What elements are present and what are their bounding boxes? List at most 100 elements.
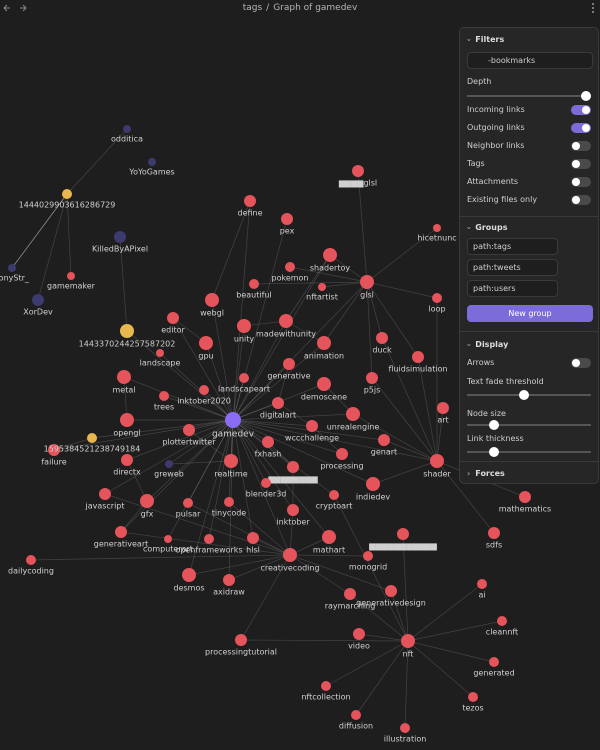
graph-node[interactable] xyxy=(488,527,500,539)
search-box[interactable]: -bookmarks xyxy=(467,52,593,69)
graph-node[interactable] xyxy=(287,504,299,516)
graph-node[interactable] xyxy=(32,294,44,306)
group-query[interactable]: path:users xyxy=(467,280,558,297)
graph-node[interactable] xyxy=(117,370,131,384)
graph-node[interactable] xyxy=(199,385,209,395)
graph-node[interactable] xyxy=(468,692,478,702)
graph-node[interactable] xyxy=(26,555,36,565)
graph-node[interactable] xyxy=(239,373,249,383)
graph-node[interactable] xyxy=(344,588,356,600)
group-query[interactable]: path:tweets xyxy=(467,259,558,276)
graph-node[interactable] xyxy=(366,477,380,491)
graph-node[interactable] xyxy=(148,158,156,166)
graph-node[interactable] xyxy=(223,574,235,586)
graph-node[interactable] xyxy=(401,634,415,648)
graph-node[interactable] xyxy=(182,568,196,582)
graph-node[interactable] xyxy=(437,402,449,414)
graph-node[interactable] xyxy=(205,293,219,307)
graph-node[interactable] xyxy=(183,424,195,436)
graph-node[interactable] xyxy=(183,498,193,508)
graph-node[interactable] xyxy=(120,413,134,427)
section-header[interactable]: Display xyxy=(467,339,591,351)
graph-node[interactable] xyxy=(48,444,60,456)
new-group-button[interactable]: New group xyxy=(467,305,593,322)
graph-node[interactable] xyxy=(204,534,214,544)
toggle[interactable] xyxy=(571,159,591,169)
toggle[interactable] xyxy=(571,141,591,151)
graph-node[interactable] xyxy=(477,579,487,589)
graph-node[interactable] xyxy=(329,490,339,500)
graph-node[interactable] xyxy=(321,681,331,691)
section-header[interactable]: Groups xyxy=(467,222,591,234)
focus-node[interactable] xyxy=(225,412,241,428)
toggle[interactable] xyxy=(571,105,591,115)
graph-node[interactable] xyxy=(121,454,133,466)
toggle[interactable] xyxy=(571,177,591,187)
more-menu[interactable] xyxy=(588,0,598,16)
graph-node[interactable] xyxy=(360,275,374,289)
graph-node[interactable] xyxy=(262,436,274,448)
graph-node[interactable] xyxy=(199,336,213,350)
slider[interactable] xyxy=(467,420,591,430)
graph-node[interactable] xyxy=(156,349,164,357)
toggle[interactable] xyxy=(571,123,591,133)
graph-node[interactable] xyxy=(346,407,360,421)
graph-node[interactable] xyxy=(412,351,424,363)
graph-node[interactable] xyxy=(114,231,126,243)
graph-node[interactable] xyxy=(378,434,390,446)
graph-node[interactable] xyxy=(123,125,131,133)
graph-node[interactable] xyxy=(67,272,75,280)
graph-node[interactable] xyxy=(247,532,259,544)
graph-node[interactable] xyxy=(167,312,179,324)
graph-node[interactable] xyxy=(352,165,364,177)
graph-node[interactable] xyxy=(272,397,284,409)
graph-node[interactable] xyxy=(317,336,331,350)
graph-node[interactable] xyxy=(322,530,336,544)
graph-node[interactable] xyxy=(385,585,397,597)
graph-node[interactable] xyxy=(323,248,337,262)
graph-node[interactable] xyxy=(224,497,234,507)
graph-node[interactable] xyxy=(164,535,172,543)
graph-node[interactable] xyxy=(99,488,111,500)
graph-node[interactable] xyxy=(285,262,295,272)
section-header[interactable]: Filters xyxy=(467,34,591,46)
graph-node[interactable] xyxy=(281,213,293,225)
graph-node[interactable] xyxy=(432,293,442,303)
graph-node[interactable] xyxy=(279,314,293,328)
graph-node[interactable] xyxy=(165,460,173,468)
graph-node[interactable] xyxy=(249,279,259,289)
group-query[interactable]: path:tags xyxy=(467,238,558,255)
graph-node[interactable] xyxy=(351,710,361,720)
graph-node[interactable] xyxy=(283,358,295,370)
graph-node[interactable] xyxy=(159,391,169,401)
graph-node[interactable] xyxy=(400,723,410,733)
graph-node[interactable] xyxy=(87,433,97,443)
graph-node[interactable] xyxy=(8,264,16,272)
toggle[interactable] xyxy=(571,195,591,205)
graph-node[interactable] xyxy=(397,528,409,540)
slider[interactable] xyxy=(467,390,591,400)
graph-node[interactable] xyxy=(317,377,331,391)
graph-node[interactable] xyxy=(224,454,238,468)
breadcrumb-item[interactable]: tags xyxy=(242,3,263,13)
graph-node[interactable] xyxy=(120,324,134,338)
graph-node[interactable] xyxy=(62,189,72,199)
slider[interactable] xyxy=(467,91,591,101)
graph-node[interactable] xyxy=(363,551,373,561)
graph-node[interactable] xyxy=(237,319,251,333)
graph-node[interactable] xyxy=(261,478,271,488)
graph-node[interactable] xyxy=(283,548,297,562)
graph-node[interactable] xyxy=(366,372,378,384)
graph-node[interactable] xyxy=(140,494,154,508)
graph-node[interactable] xyxy=(353,628,365,640)
section-header[interactable]: Forces xyxy=(467,468,591,480)
slider[interactable] xyxy=(467,447,591,457)
graph-node[interactable] xyxy=(244,195,256,207)
graph-node[interactable] xyxy=(336,448,348,460)
toggle[interactable] xyxy=(571,358,591,368)
graph-node[interactable] xyxy=(489,657,499,667)
graph-node[interactable] xyxy=(519,491,531,503)
graph-node[interactable] xyxy=(376,332,388,344)
nav-arrows[interactable] xyxy=(0,0,40,16)
